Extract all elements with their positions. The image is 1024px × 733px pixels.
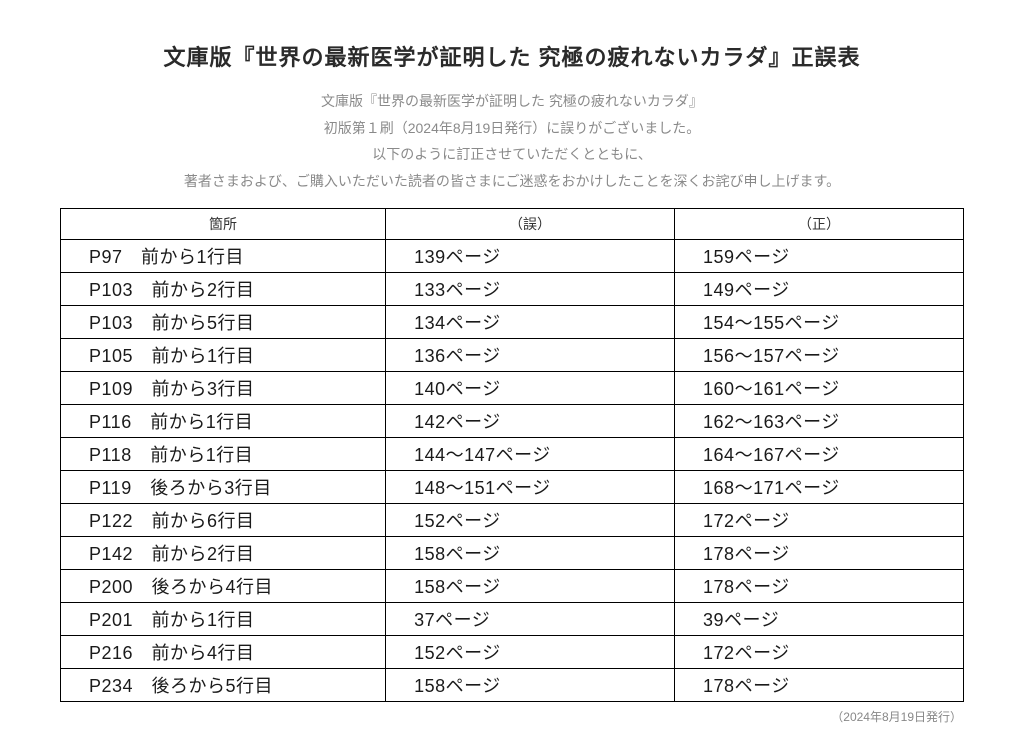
intro-block: 文庫版『世界の最新医学が証明した 究極の疲れないカラダ』 初版第１刷（2024年… <box>60 88 964 194</box>
cell-wrong: 148～151ページ <box>386 471 675 504</box>
errata-table: 箇所 （誤） （正） P97 前から1行目139ページ159ページP103 前か… <box>60 208 964 702</box>
cell-location: P116 前から1行目 <box>61 405 386 438</box>
cell-wrong: 142ページ <box>386 405 675 438</box>
cell-location: P216 前から4行目 <box>61 636 386 669</box>
cell-location: P234 後ろから5行目 <box>61 669 386 702</box>
cell-correct: 178ページ <box>675 669 964 702</box>
footnote: （2024年8月19日発行） <box>60 708 964 725</box>
table-row: P105 前から1行目136ページ156～157ページ <box>61 339 964 372</box>
cell-location: P119 後ろから3行目 <box>61 471 386 504</box>
cell-location: P97 前から1行目 <box>61 240 386 273</box>
table-row: P142 前から2行目158ページ178ページ <box>61 537 964 570</box>
cell-wrong: 37ページ <box>386 603 675 636</box>
cell-correct: 172ページ <box>675 504 964 537</box>
intro-line: 以下のように訂正させていただくとともに、 <box>60 141 964 168</box>
intro-line: 著者さまおよび、ご購入いただいた読者の皆さまにご迷惑をおかけしたことを深くお詫び… <box>60 168 964 195</box>
intro-line: 初版第１刷（2024年8月19日発行）に誤りがございました。 <box>60 115 964 142</box>
cell-correct: 164～167ページ <box>675 438 964 471</box>
cell-wrong: 152ページ <box>386 636 675 669</box>
cell-correct: 162～163ページ <box>675 405 964 438</box>
table-header-row: 箇所 （誤） （正） <box>61 209 964 240</box>
cell-location: P103 前から2行目 <box>61 273 386 306</box>
table-row: P119 後ろから3行目148～151ページ168～171ページ <box>61 471 964 504</box>
cell-correct: 159ページ <box>675 240 964 273</box>
col-header-correct: （正） <box>675 209 964 240</box>
cell-correct: 178ページ <box>675 570 964 603</box>
table-row: P103 前から2行目133ページ149ページ <box>61 273 964 306</box>
cell-wrong: 134ページ <box>386 306 675 339</box>
cell-wrong: 158ページ <box>386 570 675 603</box>
cell-correct: 156～157ページ <box>675 339 964 372</box>
cell-wrong: 136ページ <box>386 339 675 372</box>
page-title: 文庫版『世界の最新医学が証明した 究極の疲れないカラダ』正誤表 <box>60 40 964 72</box>
col-header-wrong: （誤） <box>386 209 675 240</box>
cell-location: P109 前から3行目 <box>61 372 386 405</box>
intro-line: 文庫版『世界の最新医学が証明した 究極の疲れないカラダ』 <box>60 88 964 115</box>
cell-correct: 168～171ページ <box>675 471 964 504</box>
cell-location: P142 前から2行目 <box>61 537 386 570</box>
cell-wrong: 144～147ページ <box>386 438 675 471</box>
cell-location: P105 前から1行目 <box>61 339 386 372</box>
table-row: P109 前から3行目140ページ160～161ページ <box>61 372 964 405</box>
col-header-location: 箇所 <box>61 209 386 240</box>
table-row: P103 前から5行目134ページ154～155ページ <box>61 306 964 339</box>
table-row: P116 前から1行目142ページ162～163ページ <box>61 405 964 438</box>
cell-correct: 149ページ <box>675 273 964 306</box>
cell-correct: 39ページ <box>675 603 964 636</box>
cell-correct: 172ページ <box>675 636 964 669</box>
cell-location: P200 後ろから4行目 <box>61 570 386 603</box>
cell-wrong: 133ページ <box>386 273 675 306</box>
table-row: P97 前から1行目139ページ159ページ <box>61 240 964 273</box>
cell-location: P122 前から6行目 <box>61 504 386 537</box>
cell-correct: 160～161ページ <box>675 372 964 405</box>
cell-wrong: 158ページ <box>386 537 675 570</box>
table-row: P201 前から1行目37ページ39ページ <box>61 603 964 636</box>
cell-location: P201 前から1行目 <box>61 603 386 636</box>
cell-location: P118 前から1行目 <box>61 438 386 471</box>
cell-wrong: 152ページ <box>386 504 675 537</box>
table-body: P97 前から1行目139ページ159ページP103 前から2行目133ページ1… <box>61 240 964 702</box>
cell-wrong: 140ページ <box>386 372 675 405</box>
cell-location: P103 前から5行目 <box>61 306 386 339</box>
table-row: P216 前から4行目152ページ172ページ <box>61 636 964 669</box>
cell-correct: 178ページ <box>675 537 964 570</box>
cell-correct: 154～155ページ <box>675 306 964 339</box>
table-row: P122 前から6行目152ページ172ページ <box>61 504 964 537</box>
table-row: P118 前から1行目144～147ページ164～167ページ <box>61 438 964 471</box>
cell-wrong: 139ページ <box>386 240 675 273</box>
cell-wrong: 158ページ <box>386 669 675 702</box>
table-row: P200 後ろから4行目158ページ178ページ <box>61 570 964 603</box>
table-row: P234 後ろから5行目158ページ178ページ <box>61 669 964 702</box>
